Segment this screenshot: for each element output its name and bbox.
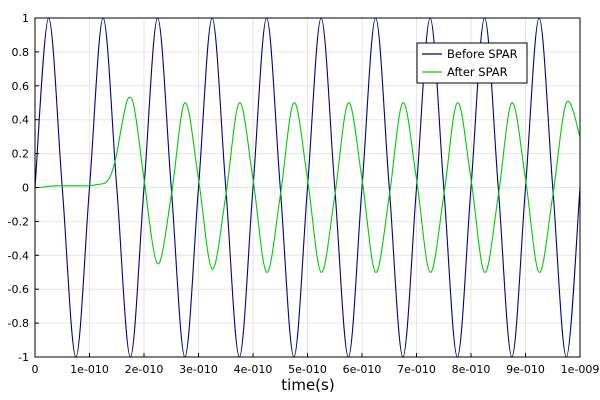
x-tick-label: 8e-010 [452, 363, 491, 376]
x-axis-title: time(s) [281, 376, 334, 394]
y-tick-label: -0.2 [8, 215, 29, 228]
legend-label-after-spar: After SPAR [447, 65, 508, 79]
x-tick-label: 2e-010 [125, 363, 164, 376]
y-tick-label: 0.6 [12, 80, 30, 93]
y-tick-label: 0.8 [12, 46, 30, 59]
y-tick-label: 0.2 [12, 148, 30, 161]
y-tick-label: -0.6 [8, 283, 29, 296]
y-tick-label: -0.4 [8, 249, 29, 262]
y-tick-label: -0.8 [8, 317, 29, 330]
x-tick-label: 4e-010 [234, 363, 273, 376]
series-line-after-spar [34, 96, 581, 273]
y-tick-label: 0 [22, 182, 29, 195]
x-tick-label: 5e-010 [288, 363, 327, 376]
x-tick-label: 1e-010 [70, 363, 109, 376]
y-tick-label: -1 [18, 351, 29, 364]
x-tick-label: 0 [32, 363, 39, 376]
y-tick-label: 1 [22, 12, 29, 25]
x-tick-label: 9e-010 [506, 363, 545, 376]
tick-labels: 0 1e-010 2e-010 3e-010 4e-010 5e-010 6e-010 7e-… [8, 12, 600, 376]
legend-box [416, 42, 528, 84]
x-tick-label: 7e-010 [397, 363, 436, 376]
legend: Before SPAR After SPAR [416, 42, 528, 84]
x-tick-label: 6e-010 [343, 363, 382, 376]
legend-label-before-spar: Before SPAR [447, 47, 518, 61]
x-tick-label: 1e-009 [561, 363, 600, 376]
x-tick-label: 3e-010 [179, 363, 218, 376]
y-tick-label: 0.4 [12, 114, 30, 127]
